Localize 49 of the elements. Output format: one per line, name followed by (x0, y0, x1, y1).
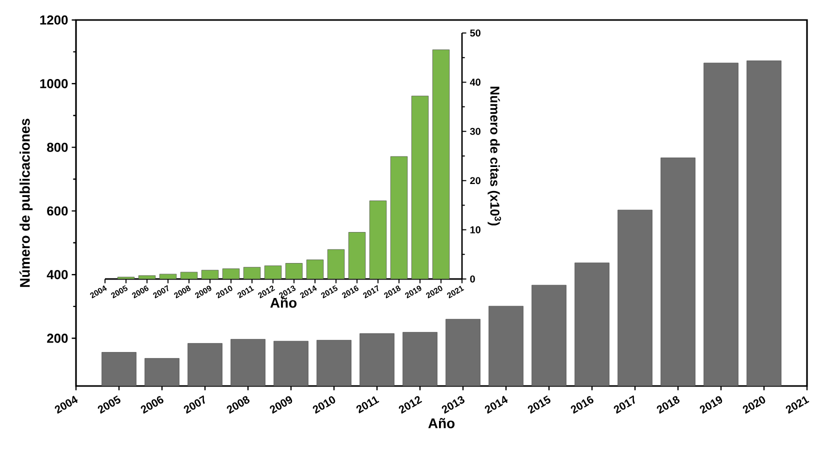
x-tick-label: 2006 (140, 396, 164, 414)
y-tick-label: 1000 (40, 79, 68, 88)
bar (327, 249, 345, 279)
y-tick-label: 800 (47, 142, 68, 152)
x-axis-title: Año (428, 418, 455, 428)
bar (243, 266, 261, 279)
bar (201, 270, 219, 279)
x-tick-label: 2019 (700, 396, 722, 414)
bar (138, 275, 156, 279)
x-tick-label: 2005 (98, 396, 120, 414)
x-tick-label: 2004 (54, 396, 78, 414)
x-tick-label: 2015 (528, 396, 550, 414)
x-tick-label: 2018 (656, 396, 680, 414)
x-tick-label: 2017 (614, 395, 635, 414)
y-tick-label: 40 (470, 78, 480, 86)
x-tick-label: 2011 (356, 396, 380, 414)
x-tick-label: 2016 (570, 396, 594, 414)
bar (411, 96, 429, 279)
y-tick-label: 50 (470, 29, 480, 37)
y-tick-label: 10 (470, 226, 480, 234)
bar (264, 266, 282, 279)
x-tick-label: 2007 (184, 395, 205, 414)
x-tick-label: 2014 (484, 396, 508, 414)
y-tick-label: 600 (47, 206, 68, 216)
x-tick-label: 2012 (398, 396, 422, 414)
x-tick-label: 2009 (270, 396, 292, 414)
bar (348, 232, 366, 279)
bar (285, 263, 303, 279)
bar (390, 156, 408, 279)
y-axis-title: Número de citas (x10$^{3}$) (488, 86, 502, 226)
y-tick-label: 0 (470, 275, 475, 283)
y-tick-label: 400 (46, 270, 68, 280)
y-tick-label: 200 (47, 334, 68, 343)
y-tick-label: 20 (470, 177, 480, 184)
x-tick-label: 2020 (742, 396, 766, 414)
x-tick-label: 2013 (442, 396, 464, 414)
y-tick-label: 1200 (40, 15, 68, 25)
bar (159, 274, 177, 279)
x-tick-label: 2008 (226, 396, 250, 414)
bar (306, 260, 324, 279)
y-axis-title: Número de publicaciones (19, 118, 33, 287)
bar (222, 268, 240, 279)
x-axis-title: Año (270, 298, 297, 308)
x-tick-label: 2021 (786, 396, 810, 414)
bar (432, 50, 450, 279)
bar (180, 272, 198, 279)
x-tick-label: 2010 (312, 396, 336, 414)
y-tick-label: 30 (470, 128, 480, 135)
bar (369, 200, 387, 279)
